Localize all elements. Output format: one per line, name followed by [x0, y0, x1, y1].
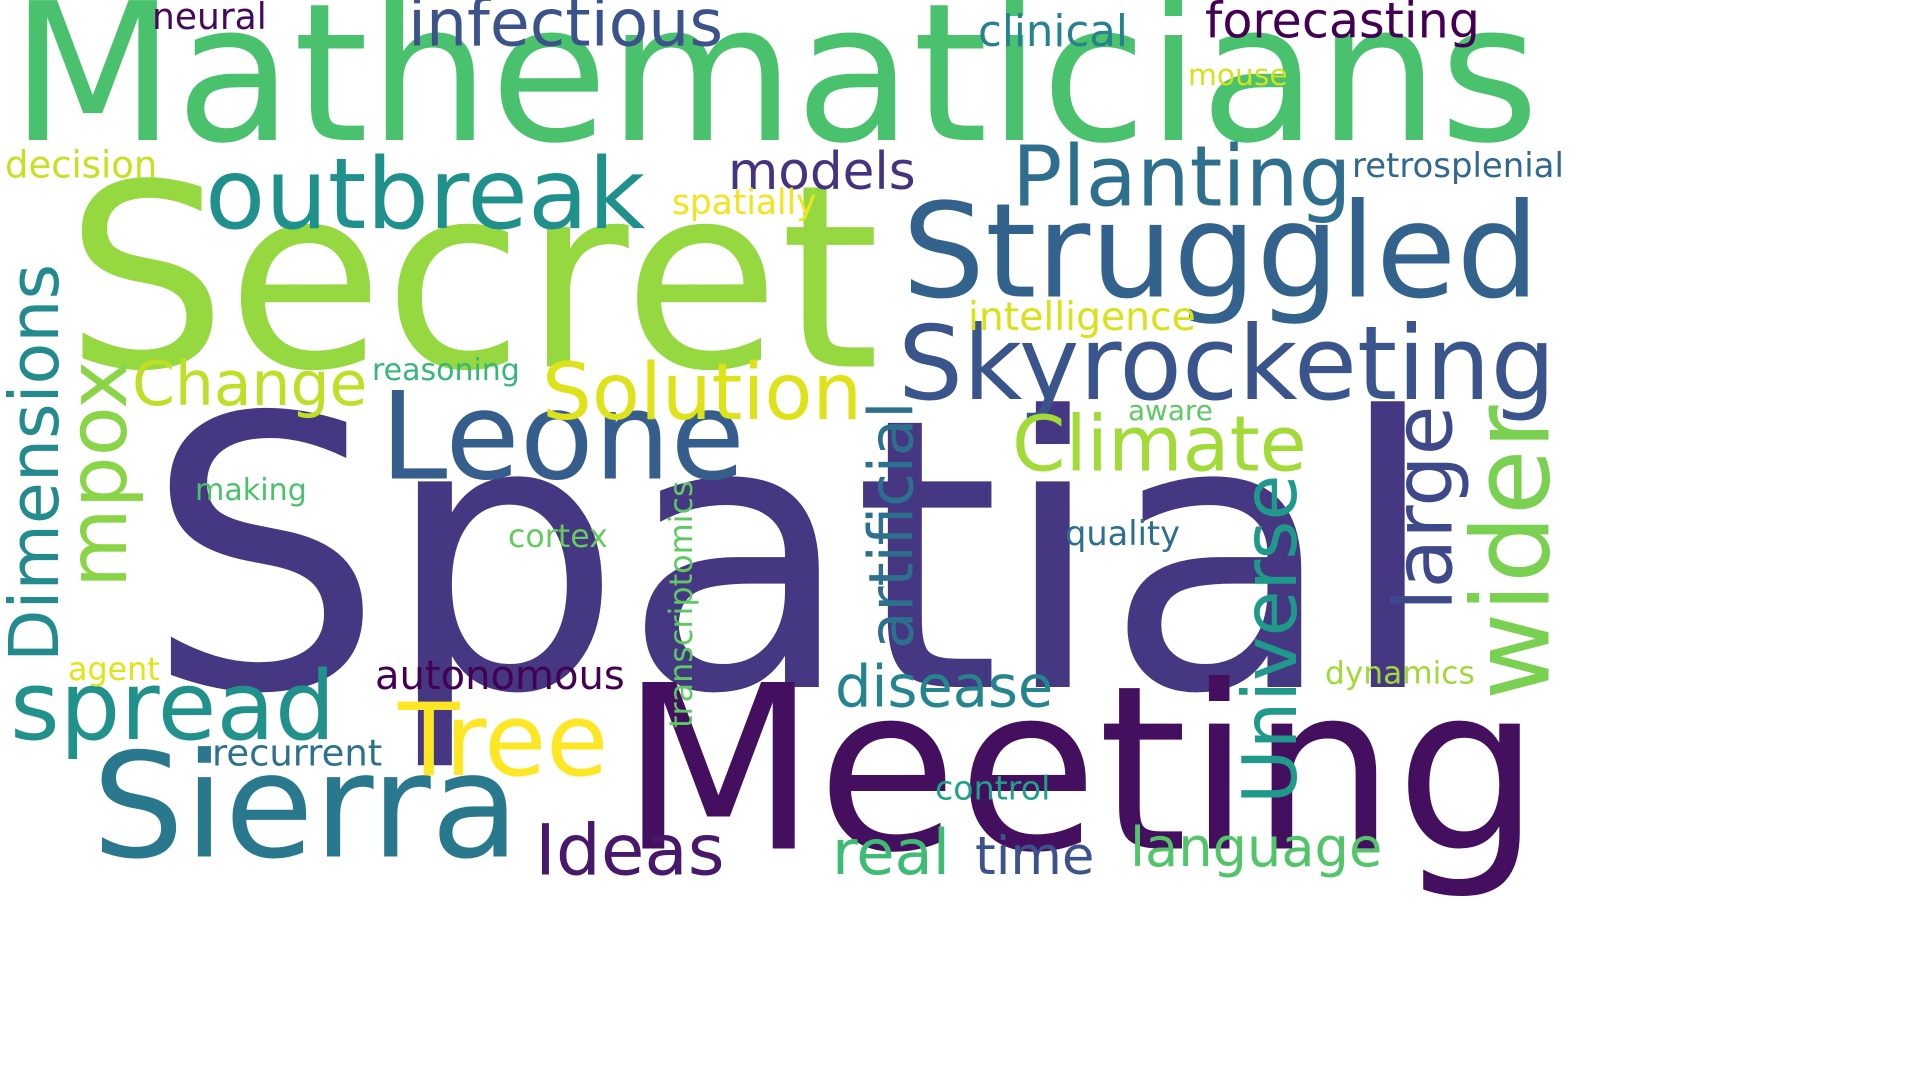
word: Spatial: [145, 338, 1440, 776]
word: Skyrocketing: [898, 305, 1556, 424]
word: Tree: [398, 681, 609, 799]
word: autonomous: [375, 653, 625, 699]
word: infectious: [408, 0, 724, 62]
word: retrosplenial: [1352, 146, 1564, 185]
word: cortex: [508, 519, 608, 555]
word: Climate: [1012, 400, 1307, 490]
word: real: [832, 816, 950, 889]
word: outbreak: [205, 138, 646, 252]
word: Change: [132, 349, 368, 420]
word: Planting: [1012, 127, 1352, 226]
word: mouse: [1188, 57, 1288, 92]
word: time: [975, 826, 1095, 887]
word: Secret: [65, 130, 880, 428]
word: reasoning: [372, 353, 520, 388]
word: Meeting: [620, 636, 1541, 903]
word: Ideas: [535, 808, 725, 892]
word: making: [195, 473, 307, 508]
word: spread: [10, 650, 336, 762]
word: quality: [1065, 514, 1180, 553]
word: Struggled: [902, 174, 1540, 328]
word: Leone: [380, 366, 746, 508]
word: Mathematicians: [10, 0, 1540, 186]
word: dynamics: [1325, 655, 1475, 692]
word: wider: [1450, 405, 1575, 700]
word: Sierra: [92, 722, 520, 892]
word: intelligence: [968, 295, 1196, 340]
word: artificial: [856, 401, 928, 649]
word: agent: [68, 652, 160, 688]
word: forecasting: [1205, 0, 1480, 50]
word: control: [935, 768, 1051, 808]
word: spatially: [672, 183, 817, 223]
word: Universe: [1226, 474, 1314, 804]
word: large: [1377, 405, 1472, 611]
word: aware: [1128, 394, 1213, 427]
word: neural: [152, 0, 267, 38]
word: language: [1130, 816, 1383, 879]
word: mpox: [51, 360, 146, 588]
word: Solution: [542, 346, 863, 438]
word: disease: [835, 653, 1054, 721]
word: recurrent: [212, 731, 383, 775]
word: decision: [5, 143, 158, 187]
word: transcriptomics: [662, 480, 700, 728]
word: models: [728, 142, 916, 202]
word: clinical: [978, 7, 1128, 57]
